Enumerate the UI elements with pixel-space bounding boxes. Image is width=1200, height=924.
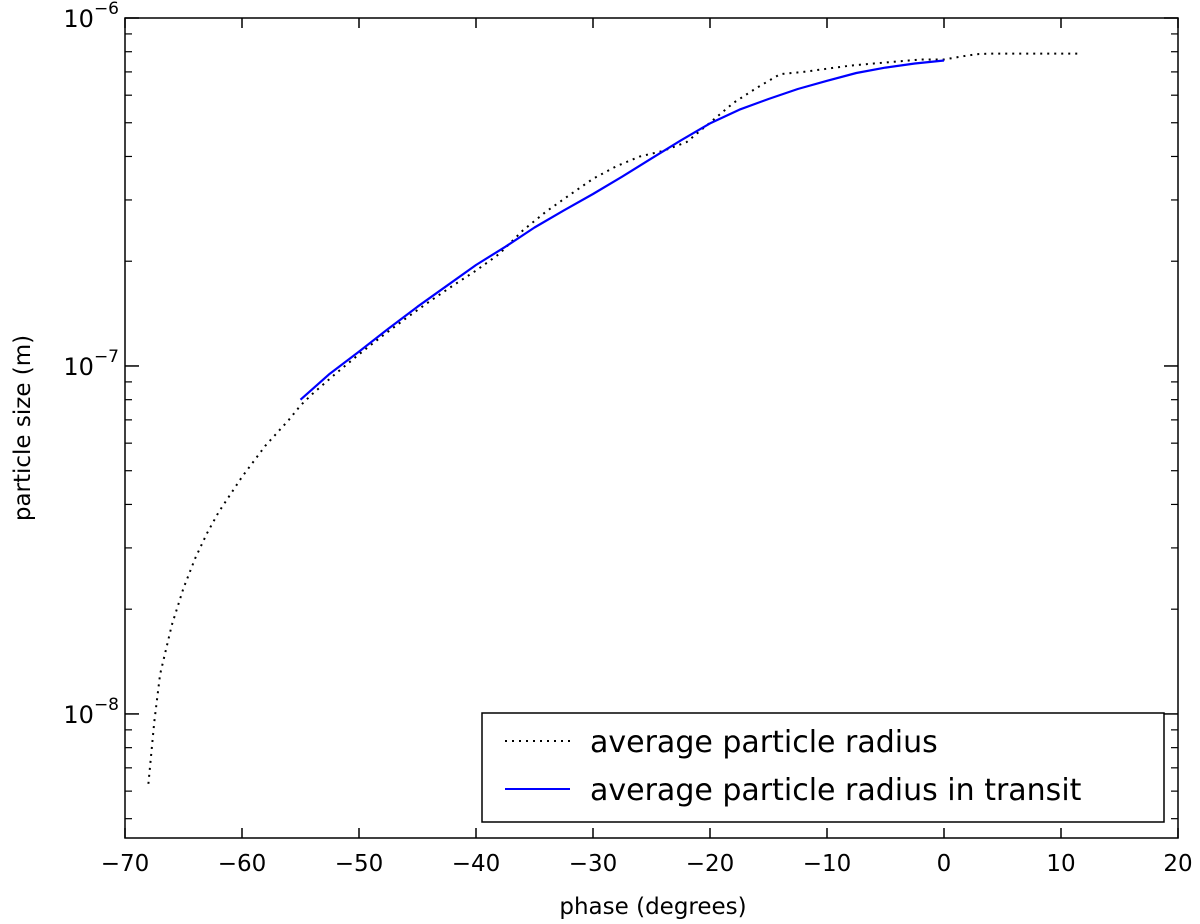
x-tick-label: −20 — [686, 851, 735, 877]
legend-box — [481, 712, 1165, 823]
x-tick-label: 10 — [1046, 851, 1075, 877]
x-axis-label: phase (degrees) — [559, 894, 746, 920]
x-tick-label: −60 — [218, 851, 267, 877]
legend-label-average-particle-radius-in-transit: average particle radius in transit — [590, 773, 1082, 808]
x-tick-label: −50 — [335, 851, 384, 877]
x-tick-label: −10 — [803, 851, 852, 877]
x-tick-label: −70 — [101, 851, 150, 877]
x-tick-label: −40 — [452, 851, 501, 877]
y-axis-label: particle size (m) — [10, 335, 36, 521]
series-layer — [147, 52, 1079, 784]
y-axis-ticks: 10−8 10−7 10−6 — [63, 0, 1178, 820]
legend: average particle radius average particle… — [481, 712, 1165, 823]
plot-area — [124, 17, 1179, 839]
x-tick-label: −30 — [569, 851, 618, 877]
y-tick-label: 10−7 — [63, 347, 119, 381]
legend-label-average-particle-radius: average particle radius — [590, 725, 938, 760]
x-axis-ticks: −70 −60 −50 −40 −30 −20 −10 0 10 20 — [101, 18, 1193, 877]
y-tick-label: 10−6 — [63, 0, 119, 33]
y-tick-label: 10−8 — [63, 695, 119, 729]
series-line-average-particle-radius-in-transit — [299, 59, 945, 401]
x-tick-label: 0 — [937, 851, 952, 877]
x-tick-label: 20 — [1163, 851, 1192, 877]
